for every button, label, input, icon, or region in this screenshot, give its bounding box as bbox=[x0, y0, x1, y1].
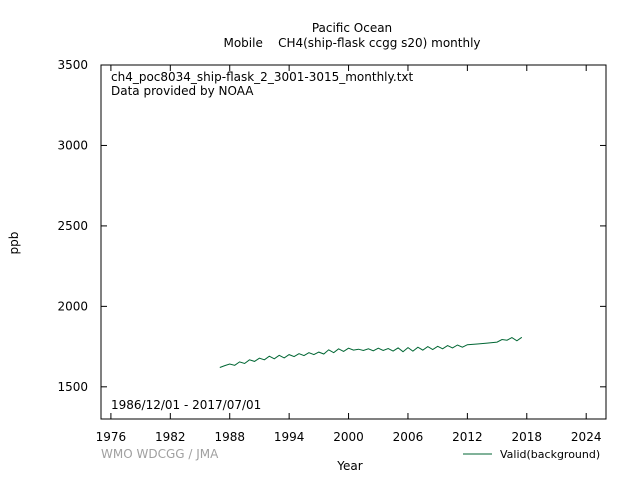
provider-label: Data provided by NOAA bbox=[111, 84, 254, 98]
y-axis-label: ppb bbox=[7, 232, 21, 255]
x-axis-label: Year bbox=[336, 459, 362, 473]
x-tick-label: 1976 bbox=[96, 430, 127, 444]
y-axis: 1500 2000 2500 3000 3500 bbox=[57, 58, 606, 394]
chart-title: Pacific Ocean bbox=[312, 21, 392, 35]
y-tick-label: 2000 bbox=[57, 299, 88, 313]
y-tick-label: 2500 bbox=[57, 219, 88, 233]
x-tick-label: 2012 bbox=[452, 430, 483, 444]
series-layer bbox=[219, 336, 523, 368]
x-tick-label: 2018 bbox=[512, 430, 543, 444]
y-tick-label: 3000 bbox=[57, 138, 88, 152]
x-tick-label: 1988 bbox=[214, 430, 245, 444]
x-tick-label: 1982 bbox=[155, 430, 186, 444]
plot-frame bbox=[100, 64, 607, 420]
x-axis: 1976 1982 1988 1994 2000 2006 2012 2018 2024 bbox=[96, 65, 602, 444]
credit-label: WMO WDCGG / JMA bbox=[101, 447, 219, 461]
chart-subtitle: Mobile CH4(ship-flask ccgg s20) monthly bbox=[223, 36, 480, 50]
legend-label: Valid(background) bbox=[500, 448, 600, 461]
x-tick-label: 2006 bbox=[393, 430, 424, 444]
y-tick-label: 3500 bbox=[57, 58, 88, 72]
file-label: ch4_poc8034_ship-flask_2_3001-3015_month… bbox=[111, 70, 414, 84]
period-label: 1986/12/01 - 2017/07/01 bbox=[111, 398, 261, 412]
x-tick-label: 2000 bbox=[333, 430, 364, 444]
x-tick-label: 1994 bbox=[274, 430, 305, 444]
legend: Valid(background) bbox=[463, 448, 600, 461]
series-line bbox=[219, 336, 523, 368]
y-tick-label: 1500 bbox=[57, 380, 88, 394]
x-tick-label: 2024 bbox=[571, 430, 602, 444]
